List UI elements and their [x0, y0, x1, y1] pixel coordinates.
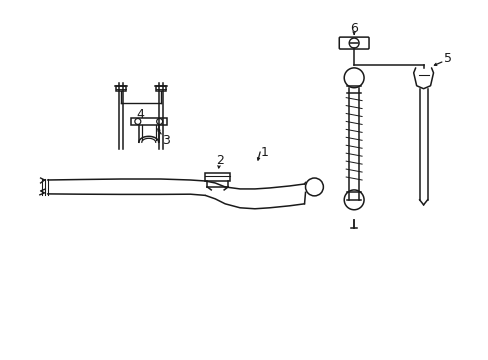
Bar	[131, 118, 166, 125]
Text: 4: 4	[137, 108, 144, 121]
Text: 1: 1	[261, 146, 268, 159]
Text: 6: 6	[349, 22, 357, 35]
Bar	[155, 86, 165, 91]
Bar	[205, 173, 230, 181]
Text: 2: 2	[216, 154, 224, 167]
Text: 3: 3	[162, 134, 169, 147]
Text: 5: 5	[444, 53, 451, 66]
Bar	[116, 86, 126, 91]
